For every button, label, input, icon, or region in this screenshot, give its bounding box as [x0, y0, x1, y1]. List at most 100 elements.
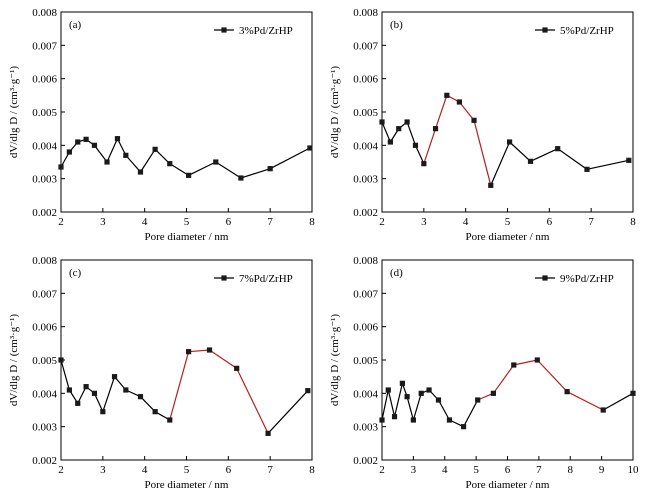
- data-point: [426, 387, 432, 393]
- x-tick-label: 7: [267, 216, 273, 228]
- data-point: [114, 136, 121, 142]
- y-tick-label: 0.003: [353, 422, 378, 434]
- x-tick-label: 5: [184, 216, 190, 228]
- series-line-segment: [536, 359, 568, 393]
- x-tick-label: 3: [100, 464, 106, 476]
- data-point: [410, 417, 416, 423]
- data-point: [626, 157, 632, 163]
- legend-label: 9%Pd/ZrHP: [560, 273, 614, 285]
- data-point: [307, 145, 313, 151]
- data-point: [123, 152, 129, 158]
- x-tick-label: 2: [379, 216, 385, 228]
- y-tick-label: 0.005: [353, 355, 378, 367]
- data-point: [379, 119, 385, 125]
- data-point: [490, 390, 496, 396]
- series-line-segment: [406, 121, 417, 146]
- series-line-segment: [434, 95, 448, 129]
- series-line-segment: [381, 389, 389, 421]
- legend-marker: [542, 27, 548, 33]
- y-tick-label: 0.004: [353, 388, 378, 400]
- data-point: [167, 161, 173, 167]
- series-line-segment: [406, 396, 414, 421]
- series-line-segment: [602, 392, 634, 411]
- y-tick-label: 0.006: [32, 74, 57, 86]
- data-point: [152, 146, 158, 152]
- legend-marker: [542, 275, 548, 281]
- data-point: [600, 407, 606, 413]
- data-point: [446, 417, 453, 423]
- data-point: [213, 159, 219, 165]
- x-tick-label: 3: [421, 216, 427, 228]
- data-point: [75, 139, 81, 145]
- series-line-segment: [77, 386, 87, 404]
- x-tick-label: 4: [142, 216, 148, 228]
- data-point: [206, 347, 213, 353]
- x-tick-label: 2: [58, 216, 64, 228]
- series-line-segment: [169, 351, 190, 421]
- y-axis-label: dV/dlg D / (cm³·g⁻¹): [329, 314, 341, 406]
- y-tick-label: 0.008: [32, 255, 57, 267]
- data-point: [104, 159, 110, 165]
- series-line-segment: [240, 168, 271, 179]
- data-point: [91, 390, 98, 396]
- y-tick-label: 0.003: [32, 422, 57, 434]
- data-point: [471, 117, 477, 123]
- data-point: [527, 158, 534, 164]
- y-tick-label: 0.006: [353, 322, 378, 334]
- y-tick-label: 0.008: [32, 7, 57, 19]
- data-point: [399, 380, 405, 386]
- data-point: [137, 169, 144, 175]
- series-line-segment: [509, 141, 531, 162]
- x-tick-label: 6: [226, 216, 232, 228]
- series-line-segment: [458, 101, 475, 121]
- x-tick-label: 10: [628, 464, 640, 476]
- data-point: [385, 387, 391, 393]
- data-point: [137, 394, 144, 400]
- series-line-segment: [513, 359, 538, 366]
- x-tick-label: 7: [536, 464, 542, 476]
- y-tick-label: 0.006: [353, 74, 378, 86]
- legend-label: 3%Pd/ZrHP: [239, 25, 293, 37]
- y-tick-label: 0.006: [32, 322, 57, 334]
- series-line-segment: [139, 149, 156, 173]
- legend-label: 5%Pd/ZrHP: [560, 25, 614, 37]
- y-tick-label: 0.007: [32, 40, 57, 52]
- data-point: [418, 390, 424, 396]
- y-tick-label: 0.004: [353, 140, 378, 152]
- series-line-segment: [530, 148, 558, 162]
- y-tick-label: 0.003: [32, 174, 57, 186]
- y-tick-label: 0.007: [353, 288, 378, 300]
- y-tick-label: 0.002: [32, 207, 57, 219]
- series-line-segment: [93, 144, 108, 163]
- data-point: [511, 362, 517, 368]
- series-line-segment: [116, 138, 127, 156]
- x-tick-label: 6: [226, 464, 232, 476]
- series-line-segment: [463, 399, 479, 427]
- series-line-segment: [188, 349, 210, 353]
- data-point: [66, 387, 72, 393]
- series-line-segment: [557, 148, 588, 170]
- x-tick-label: 8: [309, 216, 315, 228]
- data-point: [75, 400, 81, 406]
- panel-label: (c): [69, 267, 82, 279]
- x-tick-label: 4: [142, 464, 148, 476]
- data-point: [379, 417, 385, 423]
- y-tick-label: 0.008: [353, 7, 378, 19]
- x-tick-label: 7: [588, 216, 594, 228]
- data-point: [432, 126, 439, 132]
- data-point: [305, 388, 311, 394]
- series-line-segment: [473, 120, 492, 186]
- series-line-segment: [586, 159, 629, 170]
- series-line-segment: [414, 145, 425, 164]
- data-point: [83, 384, 89, 390]
- data-point: [91, 142, 98, 148]
- y-tick-label: 0.005: [353, 107, 378, 119]
- plot-frame: [60, 11, 313, 213]
- y-tick-label: 0.004: [32, 388, 57, 400]
- data-point: [460, 424, 467, 430]
- data-point: [152, 409, 158, 415]
- y-tick-label: 0.002: [353, 455, 378, 467]
- chart-panel: 2 3 4 5 6 7 8 0.002 0.003 0.004 0.005 0.006 0.007 0.0…: [8, 255, 315, 491]
- y-tick-label: 0.007: [353, 40, 378, 52]
